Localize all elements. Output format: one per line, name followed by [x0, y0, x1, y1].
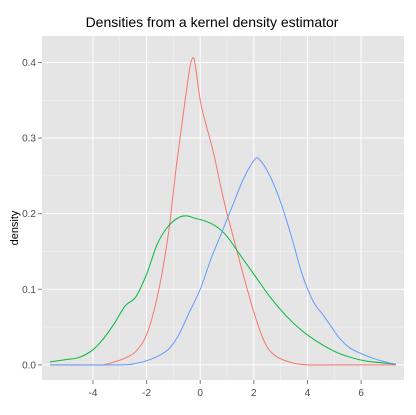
- chart-title: Densities from a kernel density estimato…: [86, 14, 339, 30]
- series-layer: [49, 56, 397, 366]
- plot-panel: [42, 36, 404, 380]
- y-tick-label: 0.3: [22, 134, 36, 145]
- x-axis-ticks: -4 -2 0 2 4 6: [88, 380, 364, 399]
- y-axis-label: density: [9, 210, 21, 245]
- x-tick-label: 2: [251, 388, 257, 399]
- density-line-3: [49, 157, 397, 366]
- minor-gridlines: [42, 36, 404, 380]
- y-tick-label: 0.2: [22, 209, 36, 220]
- density-line-1: [49, 56, 396, 366]
- x-tick-label: -4: [88, 388, 97, 399]
- y-tick-label: 0.4: [22, 58, 36, 69]
- x-tick-label: 4: [305, 388, 311, 399]
- y-tick-label: 0.1: [22, 285, 36, 296]
- x-tick-label: -2: [142, 388, 151, 399]
- y-tick-label: 0.0: [22, 360, 36, 371]
- x-tick-label: 6: [358, 388, 364, 399]
- x-tick-label: 0: [197, 388, 203, 399]
- y-axis-ticks: 0.0 0.1 0.2 0.3 0.4: [22, 58, 42, 371]
- density-line-2: [49, 215, 397, 365]
- major-gridlines: [42, 36, 404, 380]
